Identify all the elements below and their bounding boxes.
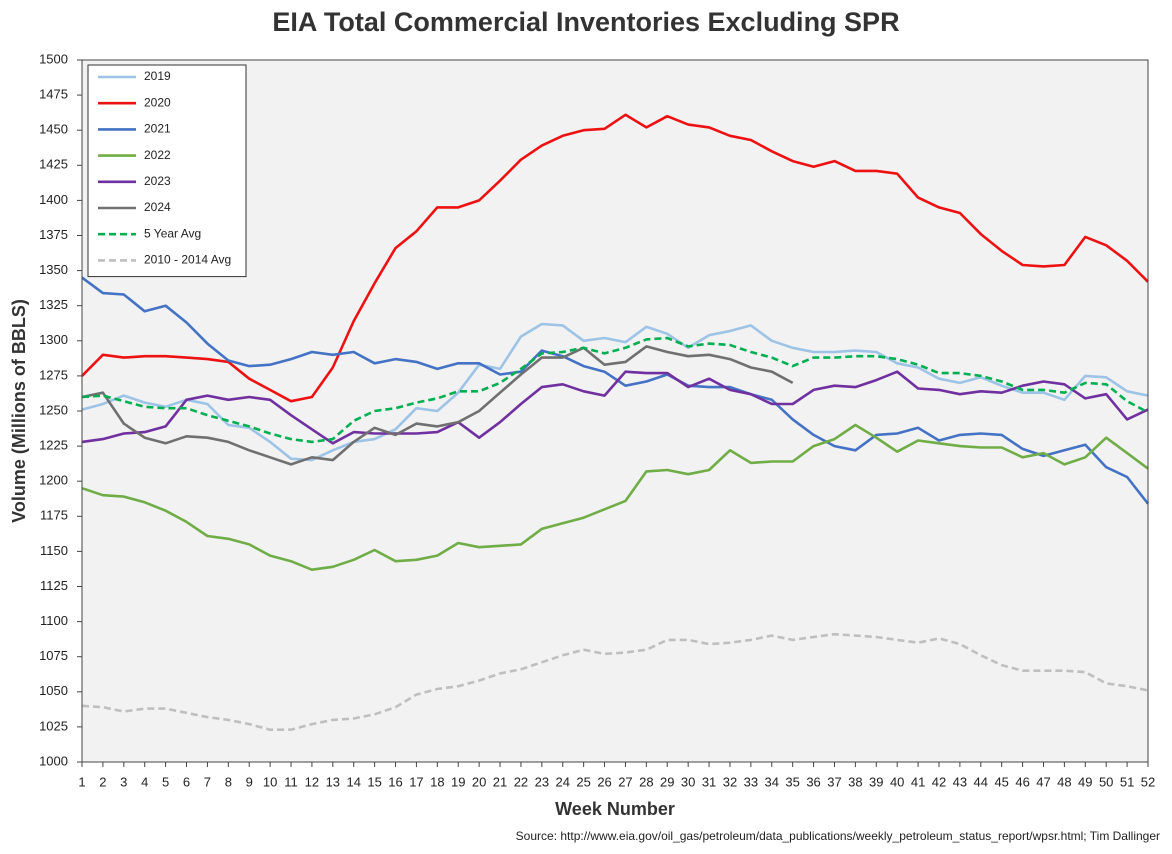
x-tick-label: 43 [953, 774, 967, 789]
legend-label: 2022 [144, 148, 171, 162]
x-tick-label: 12 [305, 774, 319, 789]
y-tick-label: 1150 [40, 543, 68, 558]
x-tick-label: 40 [890, 774, 904, 789]
x-tick-label: 21 [493, 774, 507, 789]
chart-title: EIA Total Commercial Inventories Excludi… [272, 7, 899, 37]
x-tick-label: 36 [806, 774, 820, 789]
x-tick-label: 11 [284, 774, 298, 789]
y-tick-label: 1200 [39, 473, 68, 488]
x-tick-label: 26 [597, 774, 611, 789]
x-tick-label: 51 [1120, 774, 1134, 789]
y-tick-label: 1375 [39, 227, 68, 242]
x-tick-label: 22 [514, 774, 528, 789]
y-tick-label: 1400 [39, 192, 68, 207]
x-tick-label: 20 [472, 774, 486, 789]
x-tick-label: 30 [681, 774, 695, 789]
legend-label: 2021 [144, 122, 171, 136]
series-line [81, 322, 1149, 462]
x-tick-label: 1 [78, 774, 85, 789]
y-tick-label: 1300 [39, 332, 68, 347]
y-tick-label: 1000 [39, 753, 68, 768]
series-line [81, 370, 1149, 445]
legend-box [87, 64, 247, 278]
y-tick-label: 1100 [40, 613, 68, 628]
x-tick-label: 17 [409, 774, 423, 789]
x-tick-label: 52 [1141, 774, 1155, 789]
x-tick-label: 15 [367, 774, 381, 789]
plot-marks [81, 113, 1150, 731]
x-tick-label: 44 [974, 774, 988, 789]
x-tick-label: 38 [848, 774, 862, 789]
x-tick-label: 31 [702, 774, 716, 789]
x-tick-label: 46 [1015, 774, 1029, 789]
x-tick-label: 2 [99, 774, 106, 789]
x-tick-label: 34 [765, 774, 779, 789]
x-tick-label: 14 [346, 774, 360, 789]
x-tick-label: 48 [1057, 774, 1071, 789]
y-tick-label: 1175 [40, 508, 68, 523]
legend: 2019 2020 2021 2022 2023 2024 5 Year Avg 2010 -… [87, 64, 247, 278]
y-tick-label: 1275 [39, 367, 68, 382]
y-tick-label: 1125 [40, 578, 68, 593]
x-tick-label: 10 [263, 774, 277, 789]
legend-label: 2024 [144, 200, 171, 214]
x-tick-label: 13 [326, 774, 340, 789]
series-line [81, 276, 1150, 505]
x-tick-label: 19 [451, 774, 465, 789]
x-tick-label: 7 [204, 774, 211, 789]
y-axis-label: Volume (Millions of BBLS) [9, 299, 29, 523]
x-tick-label: 27 [618, 774, 632, 789]
legend-label: 2010 - 2014 Avg [144, 253, 231, 267]
y-tick-label: 1475 [39, 87, 68, 102]
series-line [81, 336, 1149, 444]
y-tick-label: 1350 [39, 262, 68, 277]
y-tick-label: 1425 [39, 157, 68, 172]
y-tick-label: 1075 [39, 648, 68, 663]
y-tick-label: 1325 [39, 297, 68, 312]
y-tick-label: 1500 [39, 51, 68, 66]
x-tick-label: 25 [576, 774, 590, 789]
x-tick-label: 28 [639, 774, 653, 789]
x-tick-label: 33 [744, 774, 758, 789]
x-tick-label: 41 [911, 774, 925, 789]
x-tick-label: 24 [556, 774, 570, 789]
x-tick-label: 50 [1099, 774, 1113, 789]
legend-label: 5 Year Avg [144, 226, 201, 240]
series-line [81, 113, 1149, 403]
x-tick-label: 49 [1078, 774, 1092, 789]
plot-area [82, 60, 1148, 762]
x-axis-label: Week Number [555, 799, 675, 819]
x-tick-label: 5 [162, 774, 169, 789]
x-tick-label: 37 [827, 774, 841, 789]
x-tick-label: 29 [660, 774, 674, 789]
x-tick-label: 16 [388, 774, 402, 789]
source-note: Source: http://www.eia.gov/oil_gas/petro… [516, 829, 1160, 843]
x-tick-label: 23 [535, 774, 549, 789]
y-tick-label: 1025 [39, 718, 68, 733]
x-tick-label: 45 [994, 774, 1008, 789]
x-tick-label: 47 [1036, 774, 1050, 789]
y-tick-label: 1050 [39, 683, 68, 698]
legend-label: 2023 [144, 174, 171, 188]
x-tick-label: 42 [932, 774, 946, 789]
legend-label: 2019 [144, 69, 171, 83]
x-tick-label: 32 [723, 774, 737, 789]
x-tick-label: 35 [785, 774, 799, 789]
series-line [81, 632, 1149, 731]
x-tick-label: 6 [183, 774, 190, 789]
x-tick-label: 3 [120, 774, 127, 789]
x-tick-label: 9 [246, 774, 253, 789]
y-tick-label: 1450 [39, 122, 68, 137]
x-tick-label: 39 [869, 774, 883, 789]
series-line [81, 345, 794, 466]
x-tick-label: 4 [141, 774, 148, 789]
y-tick-label: 1225 [39, 438, 68, 453]
y-tick-label: 1250 [39, 402, 68, 417]
x-tick-label: 18 [430, 774, 444, 789]
series-line [81, 423, 1149, 571]
legend-label: 2020 [144, 95, 171, 109]
x-tick-label: 8 [225, 774, 232, 789]
